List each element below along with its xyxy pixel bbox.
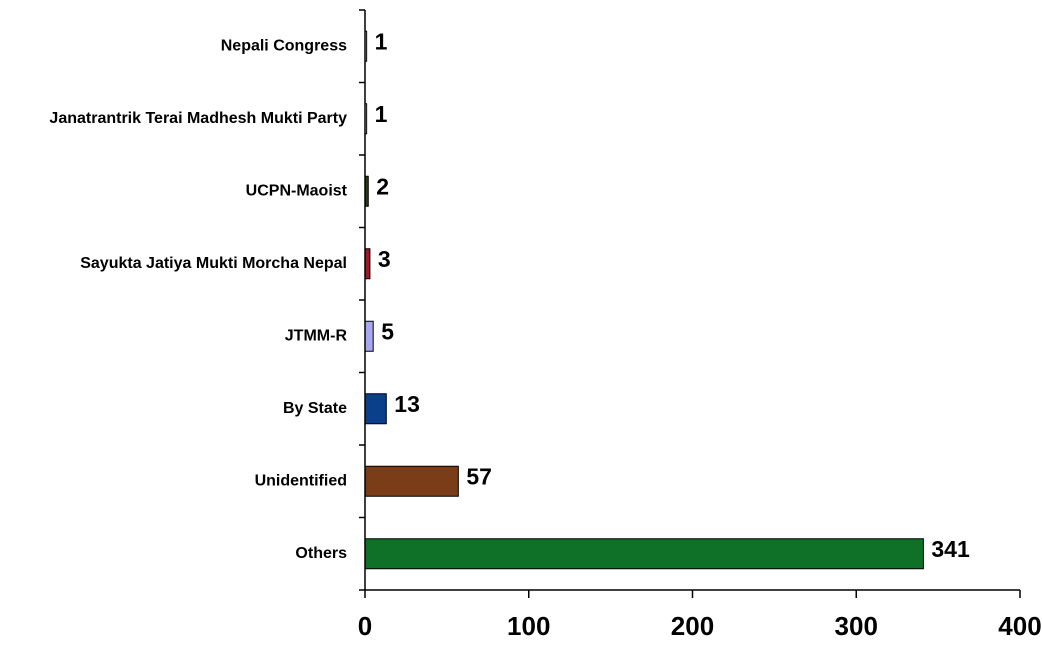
bars-layer xyxy=(364,30,924,570)
x-tick-label-4: 400 xyxy=(998,611,1041,641)
x-tick-label-2: 200 xyxy=(671,611,714,641)
x-tick-label-1: 100 xyxy=(507,611,550,641)
category-label-2: UCPN-Maoist xyxy=(246,182,348,199)
value-label-2: 2 xyxy=(376,173,389,199)
value-label-7: 341 xyxy=(931,536,970,562)
value-label-5: 13 xyxy=(394,391,420,417)
value-label-6: 57 xyxy=(466,463,492,489)
axes-layer: 0 100 200 300 400 xyxy=(358,9,1042,641)
x-tick-label-0: 0 xyxy=(358,611,372,641)
bar-6 xyxy=(364,465,459,497)
value-label-3: 3 xyxy=(378,246,391,272)
value-label-0: 1 xyxy=(375,28,388,54)
labels-layer: Nepali Congress 1 Janatrantrik Terai Madhe… xyxy=(49,28,970,562)
category-label-3: Sayukta Jatiya Mukti Morcha Nepal xyxy=(80,255,347,272)
category-label-1: Janatrantrik Terai Madhesh Mukti Party xyxy=(49,110,347,127)
category-label-6: Unidentified xyxy=(255,472,347,489)
category-label-4: JTMM-R xyxy=(285,327,348,344)
value-label-4: 5 xyxy=(381,318,394,344)
category-label-7: Others xyxy=(295,545,347,562)
category-label-5: By State xyxy=(283,400,347,417)
x-tick-label-3: 300 xyxy=(835,611,878,641)
bar-4 xyxy=(364,320,374,352)
bar-7 xyxy=(364,538,924,570)
value-label-1: 1 xyxy=(375,101,388,127)
bar-5 xyxy=(364,393,387,425)
category-label-0: Nepali Congress xyxy=(221,37,347,54)
